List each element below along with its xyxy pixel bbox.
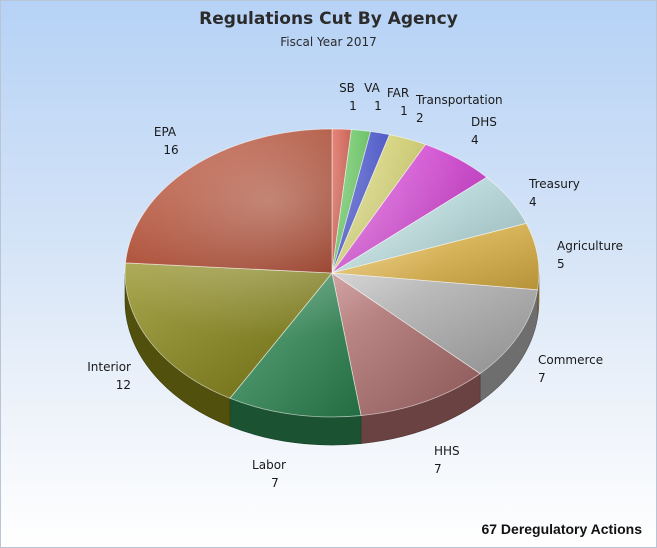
slice-label-interior: Interior 12	[87, 360, 131, 392]
slice-label-va: VA 1	[364, 81, 382, 113]
chart-title: Regulations Cut By Agency	[199, 9, 458, 29]
slice-label-epa: EPA 16	[154, 125, 179, 157]
pie-slice-epa[interactable]	[125, 128, 333, 274]
chart-subtitle: Fiscal Year 2017	[280, 35, 377, 49]
slice-label-commerce: Commerce 7	[538, 353, 603, 385]
slice-label-agriculture: Agriculture 5	[557, 239, 623, 271]
pie-labels: SB 1 VA 1 FAR 1 Transportation 2 DHS 4 Treasury 4 Ag…	[87, 81, 623, 490]
slice-label-labor: Labor 7	[252, 458, 286, 490]
slice-label-sb: SB 1	[339, 81, 357, 113]
slice-label-far: FAR 1	[387, 86, 409, 118]
slice-label-transportation: Transportation 2	[415, 93, 503, 125]
pie-slices	[124, 128, 540, 418]
slice-label-treasury: Treasury 4	[528, 177, 580, 209]
slice-label-hhs: HHS 7	[434, 444, 460, 476]
slice-label-dhs: DHS 4	[471, 115, 497, 147]
total-actions-label: 67 Deregulatory Actions	[481, 521, 642, 537]
